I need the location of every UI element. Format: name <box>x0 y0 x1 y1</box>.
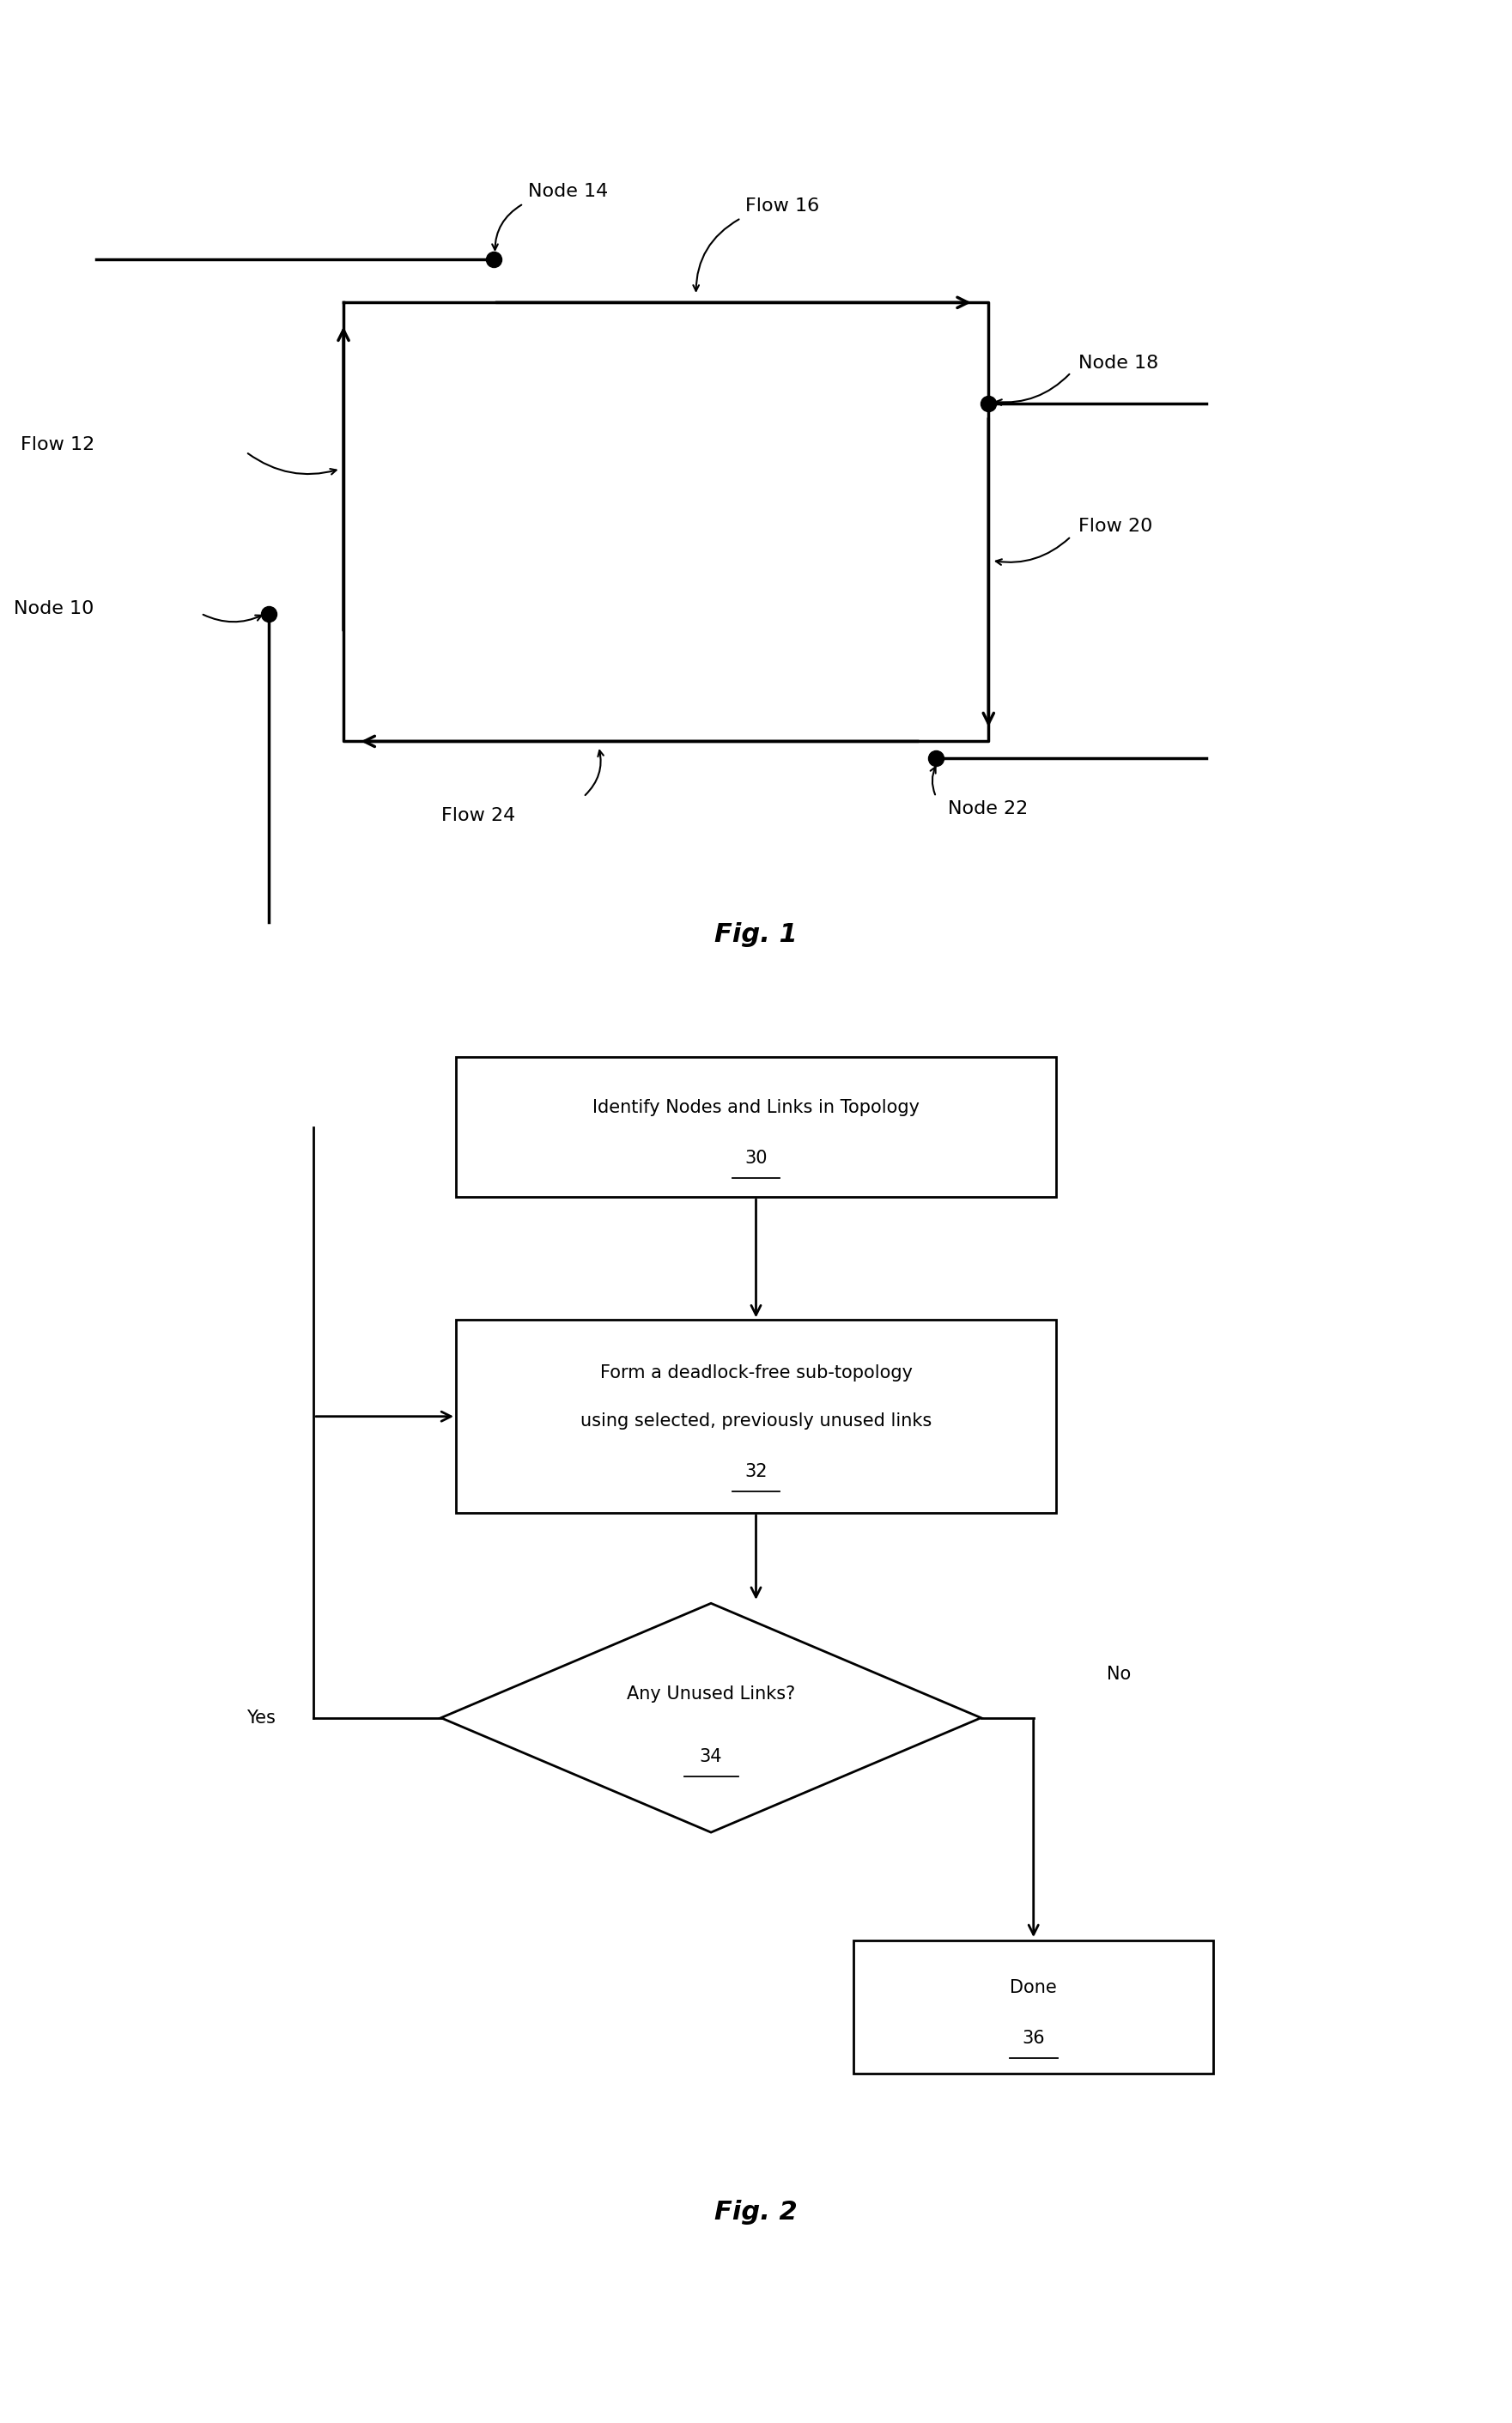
Text: Any Unused Links?: Any Unused Links? <box>627 1684 795 1703</box>
Text: 34: 34 <box>700 1747 723 1764</box>
Text: using selected, previously unused links: using selected, previously unused links <box>581 1413 931 1430</box>
Bar <box>853 1941 1214 2074</box>
Text: Node 10: Node 10 <box>14 601 94 618</box>
Text: Yes: Yes <box>246 1708 275 1728</box>
Text: Form a deadlock-free sub-topology: Form a deadlock-free sub-topology <box>600 1364 912 1381</box>
Text: 30: 30 <box>744 1151 768 1168</box>
Text: Flow 20: Flow 20 <box>1078 519 1152 535</box>
Text: Fig. 2: Fig. 2 <box>715 2200 797 2224</box>
Text: Flow 16: Flow 16 <box>745 199 820 216</box>
Text: Done: Done <box>1010 1980 1057 1997</box>
Polygon shape <box>442 1604 981 1832</box>
Text: Fig. 1: Fig. 1 <box>715 921 797 947</box>
Text: Flow 24: Flow 24 <box>442 807 516 824</box>
Text: Node 14: Node 14 <box>528 184 608 201</box>
Bar <box>457 1056 1055 1197</box>
Text: No: No <box>1107 1667 1131 1684</box>
Text: Node 22: Node 22 <box>948 800 1028 817</box>
Text: Identify Nodes and Links in Topology: Identify Nodes and Links in Topology <box>593 1100 919 1117</box>
Text: 36: 36 <box>1022 2030 1045 2047</box>
Text: 32: 32 <box>744 1463 768 1480</box>
Text: Flow 12: Flow 12 <box>21 436 95 453</box>
Bar <box>457 1321 1055 1512</box>
Text: Node 18: Node 18 <box>1078 354 1158 371</box>
